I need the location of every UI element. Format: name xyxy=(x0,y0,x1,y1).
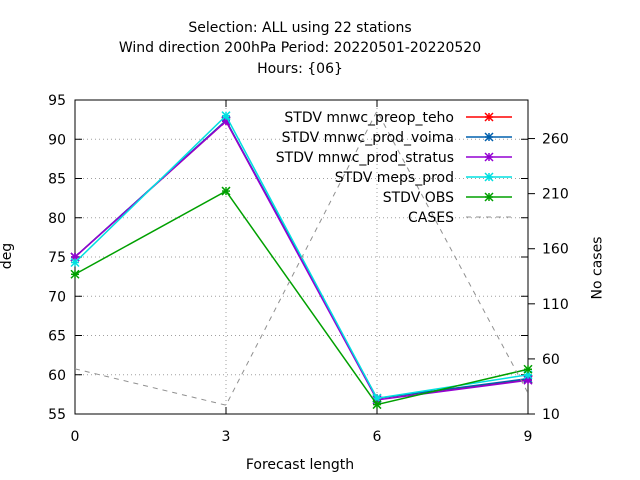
series-point-4 xyxy=(221,186,231,196)
x-tick-label: 3 xyxy=(222,429,231,445)
legend-label: CASES xyxy=(408,210,454,226)
series-point-4 xyxy=(372,400,382,410)
y-tick-label: 85 xyxy=(48,172,66,188)
legend-marker xyxy=(484,172,494,182)
x-tick-label: 0 xyxy=(71,429,80,445)
y-tick-label: 70 xyxy=(48,289,66,305)
y-tick-label: 80 xyxy=(48,211,66,227)
chart-title-line-3: Hours: {06} xyxy=(257,61,343,77)
y-tick-label: 90 xyxy=(48,132,66,148)
y-tick-label: 95 xyxy=(48,93,66,109)
legend-label: STDV mnwc_prod_voima xyxy=(282,130,454,146)
legend-marker xyxy=(484,112,494,122)
x-tick-label: 9 xyxy=(524,429,533,445)
y2-tick-label: 210 xyxy=(542,187,569,203)
series-point-3 xyxy=(221,111,231,121)
y-tick-label: 60 xyxy=(48,368,66,384)
y-axis-label: deg xyxy=(0,242,16,270)
legend-label: STDV mnwc_prod_stratus xyxy=(276,150,454,166)
series-point-4 xyxy=(70,269,80,279)
y2-tick-label: 60 xyxy=(542,352,560,368)
y2-tick-label: 160 xyxy=(542,242,569,258)
series-line-5 xyxy=(74,109,529,406)
chart-title-line-2: Wind direction 200hPa Period: 20220501-2… xyxy=(118,40,482,56)
y-tick-label: 55 xyxy=(48,407,66,423)
legend-label: STDV mnwc_preop_teho xyxy=(284,110,454,126)
chart-title-line-1: Selection: ALL using 22 stations xyxy=(188,20,412,36)
series-line-4 xyxy=(74,190,529,406)
legend-marker xyxy=(484,192,494,202)
series-point-4 xyxy=(523,364,533,374)
series-point-3 xyxy=(70,257,80,268)
legend-marker xyxy=(484,152,494,162)
y2-axis-label: No cases xyxy=(589,236,606,300)
legend-label: STDV meps_prod xyxy=(335,170,454,186)
y2-tick-label: 260 xyxy=(542,132,569,148)
y2-tick-label: 110 xyxy=(542,297,569,313)
y-tick-label: 65 xyxy=(48,329,66,345)
y-tick-label: 75 xyxy=(48,250,66,266)
x-axis-label: Forecast length xyxy=(245,457,355,473)
legend-label: STDV OBS xyxy=(383,190,454,206)
legend-marker xyxy=(484,132,494,142)
x-tick-label: 6 xyxy=(373,429,382,445)
y2-tick-label: 10 xyxy=(542,407,560,423)
